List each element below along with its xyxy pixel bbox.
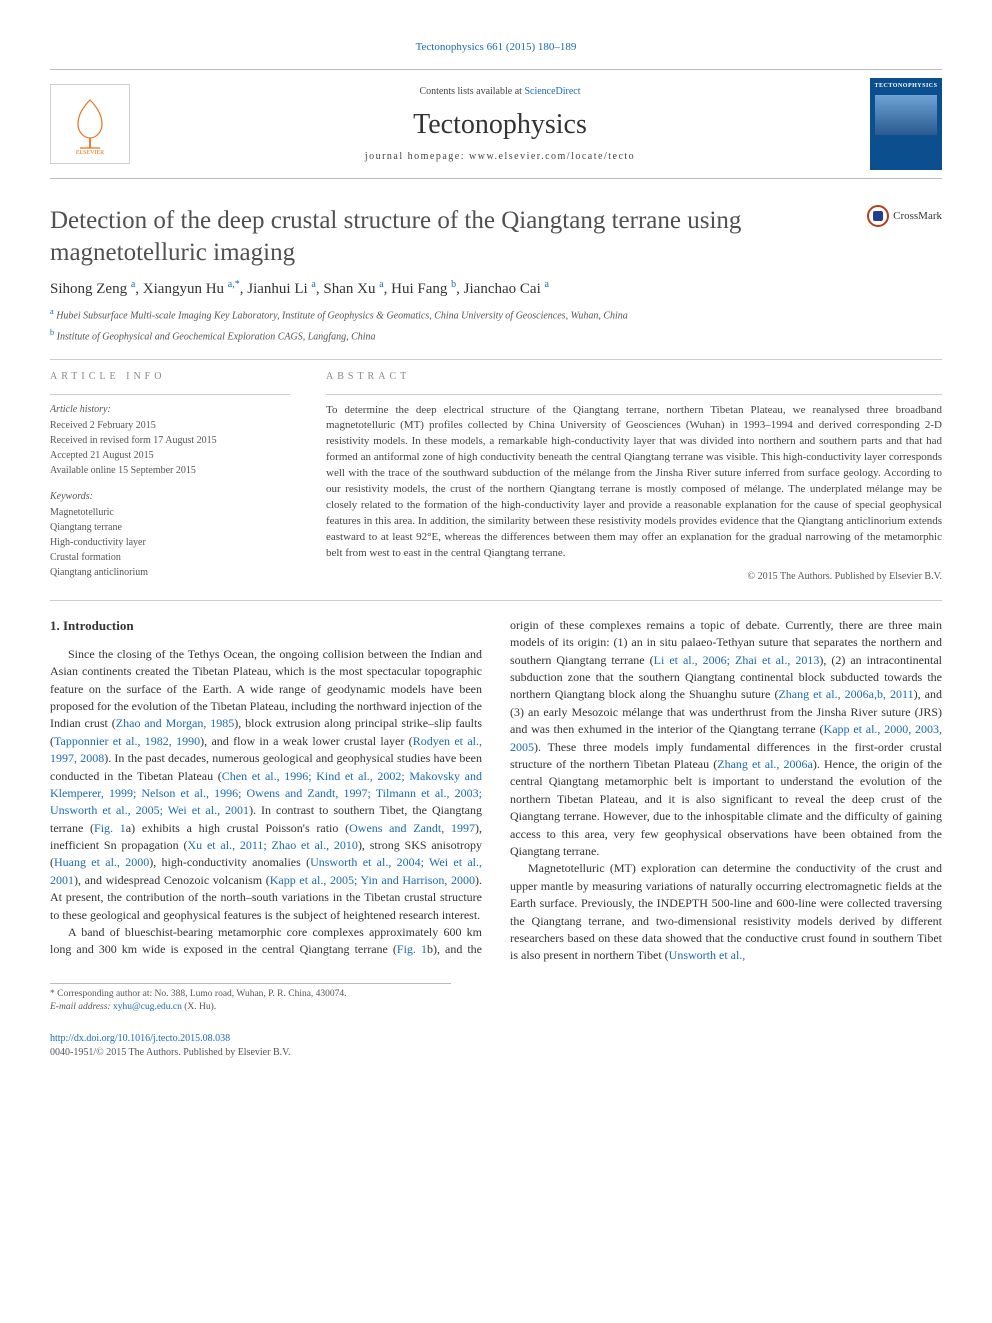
history-line: Available online 15 September 2015: [50, 464, 290, 478]
journal-ref-link[interactable]: Tectonophysics 661 (2015) 180–189: [416, 41, 577, 53]
ref-li[interactable]: Li et al., 2006; Zhai et al., 2013: [654, 653, 820, 667]
corresponding-author: * Corresponding author at: No. 388, Lumo…: [50, 988, 451, 1001]
homepage-line: journal homepage: www.elsevier.com/locat…: [130, 150, 870, 164]
affiliation: a Hubei Subsurface Multi-scale Imaging K…: [50, 306, 942, 323]
email-suffix: (X. Hu).: [182, 1002, 216, 1012]
ref-zhang-ab[interactable]: Zhang et al., 2006a,b, 2011: [778, 687, 913, 701]
contents-prefix: Contents lists available at: [419, 86, 524, 97]
ref-zhao-morgan[interactable]: Zhao and Morgan, 1985: [116, 716, 234, 730]
journal-header: ELSEVIER Contents lists available at Sci…: [50, 69, 942, 179]
email-label: E-mail address:: [50, 1002, 113, 1012]
journal-ref-volpages: 661 (2015) 180–189: [487, 41, 577, 53]
homepage-prefix: journal homepage:: [365, 151, 469, 162]
footnote-block: * Corresponding author at: No. 388, Lumo…: [50, 983, 451, 1015]
email-link[interactable]: xyhu@cug.edu.cn: [113, 1002, 182, 1012]
doi-link[interactable]: http://dx.doi.org/10.1016/j.tecto.2015.0…: [50, 1033, 230, 1044]
meta-separator: [50, 359, 942, 360]
journal-ref-name: Tectonophysics: [416, 41, 484, 53]
ref-zhang-a[interactable]: Zhang et al., 2006a: [717, 757, 813, 771]
history-line: Received in revised form 17 August 2015: [50, 434, 290, 448]
keywords-label: Keywords:: [50, 490, 290, 504]
page-footer: http://dx.doi.org/10.1016/j.tecto.2015.0…: [50, 1032, 942, 1060]
ref-xu[interactable]: Xu et al., 2011; Zhao et al., 2010: [187, 838, 357, 852]
keyword: Qiangtang terrane: [50, 521, 290, 535]
journal-reference: Tectonophysics 661 (2015) 180–189: [50, 40, 942, 55]
svg-text:ELSEVIER: ELSEVIER: [76, 150, 104, 154]
journal-name: Tectonophysics: [130, 105, 870, 144]
history-line: Received 2 February 2015: [50, 419, 290, 433]
email-line: E-mail address: xyhu@cug.edu.cn (X. Hu).: [50, 1001, 451, 1014]
ref-fig1b[interactable]: Fig. 1: [397, 942, 427, 956]
body-columns: 1. Introduction Since the closing of the…: [50, 617, 942, 965]
abstract-sep: [326, 394, 942, 395]
article-info-heading: ARTICLE INFO: [50, 370, 290, 384]
abstract-heading: ABSTRACT: [326, 370, 942, 384]
keyword: Magnetotelluric: [50, 506, 290, 520]
abstract-copyright: © 2015 The Authors. Published by Elsevie…: [326, 570, 942, 584]
issn-line: 0040-1951/© 2015 The Authors. Published …: [50, 1046, 291, 1060]
ref-owens[interactable]: Owens and Zandt, 1997: [349, 821, 475, 835]
crossmark-label: CrossMark: [893, 209, 942, 224]
ref-unsworth2[interactable]: Unsworth et al.,: [669, 948, 746, 962]
ref-kapp[interactable]: Kapp et al., 2005; Yin and Harrison, 200…: [270, 873, 475, 887]
header-center: Contents lists available at ScienceDirec…: [130, 85, 870, 164]
intro-paragraph-3: Magnetotelluric (MT) exploration can det…: [510, 860, 942, 964]
homepage-url: www.elsevier.com/locate/tecto: [469, 151, 635, 162]
abstract-block: ABSTRACT To determine the deep electrica…: [326, 370, 942, 584]
article-info: ARTICLE INFO Article history: Received 2…: [50, 370, 290, 584]
ref-tapponnier[interactable]: Tapponnier et al., 1982, 1990: [54, 734, 200, 748]
history-label: Article history:: [50, 403, 290, 417]
history-line: Accepted 21 August 2015: [50, 449, 290, 463]
intro-paragraph-1: Since the closing of the Tethys Ocean, t…: [50, 646, 482, 924]
contents-line: Contents lists available at ScienceDirec…: [130, 85, 870, 99]
keyword: Crustal formation: [50, 551, 290, 565]
article-title: Detection of the deep crustal structure …: [50, 205, 830, 268]
affiliation: b Institute of Geophysical and Geochemic…: [50, 327, 942, 344]
section-name: Introduction: [63, 618, 134, 633]
crossmark-icon: [867, 205, 889, 227]
sciencedirect-link[interactable]: ScienceDirect: [524, 86, 580, 97]
info-sep: [50, 394, 290, 395]
journal-cover: TECTONOPHYSICS: [870, 78, 942, 170]
ref-huang[interactable]: Huang et al., 2000: [54, 855, 149, 869]
keyword: Qiangtang anticlinorium: [50, 566, 290, 580]
crossmark-badge[interactable]: CrossMark: [867, 205, 942, 227]
section-number: 1.: [50, 618, 60, 633]
ref-fig1a[interactable]: Fig. 1: [94, 821, 126, 835]
abstract-text: To determine the deep electrical structu…: [326, 403, 942, 562]
keyword: High-conductivity layer: [50, 536, 290, 550]
elsevier-logo: ELSEVIER: [50, 84, 130, 164]
journal-cover-label: TECTONOPHYSICS: [875, 82, 938, 90]
section-title: 1. Introduction: [50, 617, 482, 636]
journal-cover-image: [875, 95, 937, 135]
body-separator: [50, 600, 942, 601]
authors: Sihong Zeng a, Xiangyun Hu a,*, Jianhui …: [50, 278, 942, 300]
elsevier-tree-icon: ELSEVIER: [60, 94, 120, 154]
